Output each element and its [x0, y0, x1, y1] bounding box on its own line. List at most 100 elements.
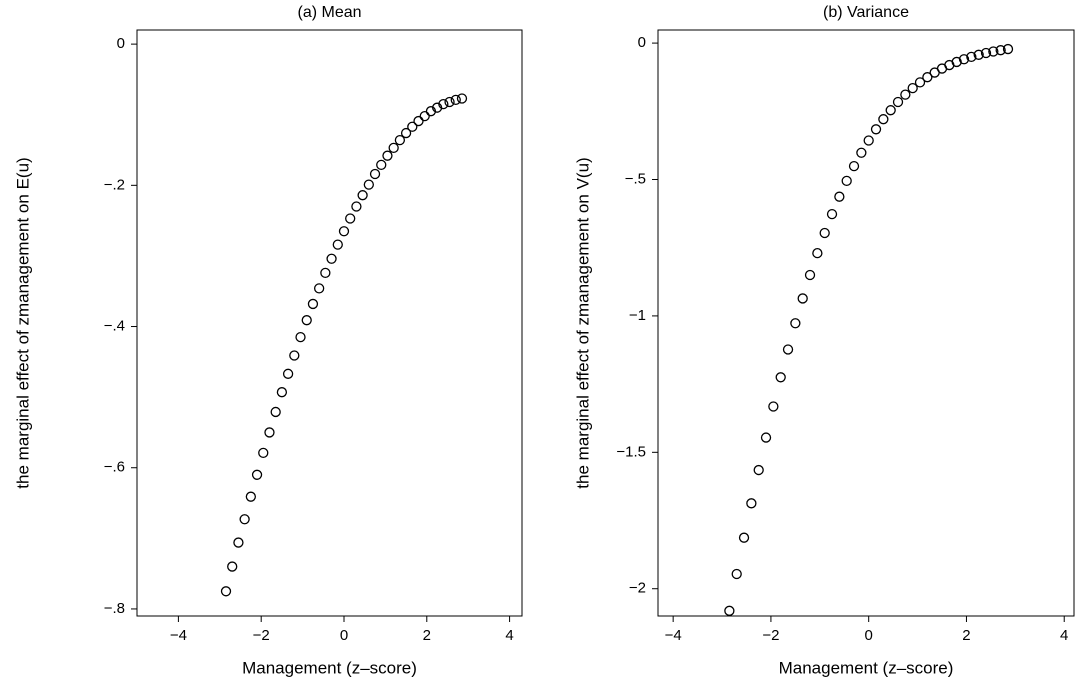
point — [376, 159, 387, 171]
x-tick-label: 0 — [340, 627, 348, 644]
point — [995, 45, 1006, 56]
point — [264, 427, 275, 438]
chart-title: (a) Mean — [297, 4, 361, 21]
point — [848, 160, 860, 172]
plot-frame — [136, 29, 523, 617]
point — [863, 135, 874, 146]
point — [382, 150, 393, 161]
point — [338, 226, 350, 237]
y-axis-label: the marginal effect of zmanagement on E(… — [13, 157, 32, 488]
point — [320, 267, 331, 279]
point — [220, 586, 232, 597]
x-tick-label: −4 — [665, 627, 682, 644]
point — [258, 447, 269, 459]
point — [276, 387, 288, 398]
point — [973, 49, 984, 60]
point — [797, 293, 808, 304]
point — [444, 96, 455, 108]
chart-title: (b) Variance — [823, 4, 909, 21]
x-tick-label: 4 — [1060, 627, 1068, 644]
point — [233, 537, 244, 548]
point — [400, 127, 412, 139]
x-tick-label: 0 — [865, 627, 873, 644]
point — [345, 213, 356, 224]
point — [307, 298, 319, 310]
point — [413, 115, 424, 127]
x-axis-label: Management (z–score) — [779, 658, 954, 677]
y-tick-label: 0 — [117, 35, 125, 52]
point — [885, 105, 896, 116]
point — [245, 491, 256, 502]
point — [357, 190, 368, 201]
x-tick-label: 2 — [423, 627, 431, 644]
point — [295, 331, 306, 343]
point — [988, 46, 999, 57]
point — [775, 372, 786, 383]
point — [790, 318, 801, 329]
point — [363, 179, 374, 190]
point — [289, 350, 300, 361]
point — [922, 72, 933, 83]
point — [914, 77, 926, 88]
point — [746, 498, 757, 509]
point — [966, 51, 977, 62]
point — [980, 47, 992, 59]
y-tick-label: −2 — [629, 580, 646, 597]
point — [239, 514, 250, 525]
plot-frame — [657, 29, 1075, 617]
x-tick-label: −2 — [762, 627, 779, 644]
x-tick-label: −2 — [253, 627, 270, 644]
y-tick-label: −.2 — [104, 176, 125, 193]
y-tick-label: 0 — [638, 34, 646, 51]
point — [900, 89, 911, 100]
point — [282, 368, 294, 379]
y-axis-label: the marginal effect of zmanagement on V(… — [573, 157, 592, 488]
point — [388, 142, 399, 154]
x-tick-label: 2 — [962, 627, 970, 644]
x-tick-label: −4 — [170, 627, 187, 644]
point — [419, 110, 430, 122]
point — [438, 98, 449, 110]
point — [1002, 43, 1014, 55]
point — [394, 134, 406, 146]
point — [878, 114, 889, 125]
point — [270, 406, 281, 418]
point — [958, 54, 970, 65]
y-tick-label: −1 — [629, 307, 646, 324]
point — [951, 56, 962, 68]
point — [834, 191, 845, 202]
point — [407, 121, 418, 132]
point — [804, 269, 816, 281]
point — [251, 469, 263, 480]
point — [907, 82, 918, 94]
point — [456, 93, 468, 104]
point — [819, 227, 830, 239]
point — [450, 94, 461, 106]
point — [351, 201, 362, 212]
x-axis-label: Management (z–score) — [242, 658, 417, 677]
point — [826, 208, 838, 220]
y-tick-label: −.4 — [104, 317, 125, 334]
y-tick-label: −.6 — [104, 459, 125, 476]
point — [314, 283, 325, 294]
point — [738, 532, 750, 543]
point — [431, 102, 443, 113]
y-tick-label: −.5 — [625, 170, 646, 187]
point — [782, 344, 794, 355]
point — [870, 124, 882, 135]
y-tick-label: −1.5 — [616, 443, 646, 460]
y-tick-label: −.8 — [104, 600, 125, 617]
point — [425, 106, 437, 117]
point — [731, 568, 742, 580]
point — [332, 239, 343, 250]
point — [301, 315, 312, 326]
point — [760, 432, 772, 443]
point — [326, 253, 337, 264]
point — [753, 464, 764, 476]
point — [369, 168, 381, 180]
x-tick-label: 4 — [505, 627, 513, 644]
point — [227, 561, 238, 572]
point — [856, 147, 867, 158]
